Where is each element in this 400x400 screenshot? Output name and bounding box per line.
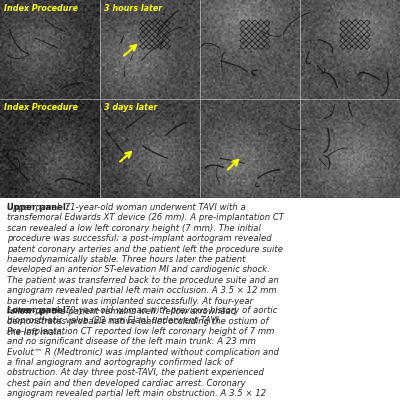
Text: Index Procedure: Index Procedure xyxy=(4,4,78,13)
Text: Upper panel:: Upper panel: xyxy=(7,203,70,212)
Text: Index Procedure: Index Procedure xyxy=(4,103,78,112)
Text: 3 hours later: 3 hours later xyxy=(104,4,162,13)
Text: Lower panel: 70-year-old woman with previous history of aortic bioprosthetic val: Lower panel: 70-year-old woman with prev… xyxy=(7,306,279,400)
Text: Lower panel:: Lower panel: xyxy=(7,306,70,315)
Text: Upper panel: 71-year-old woman underwent TAVI with a transfemoral Edwards XT dev: Upper panel: 71-year-old woman underwent… xyxy=(7,203,284,337)
Text: 3 days later: 3 days later xyxy=(104,103,157,112)
